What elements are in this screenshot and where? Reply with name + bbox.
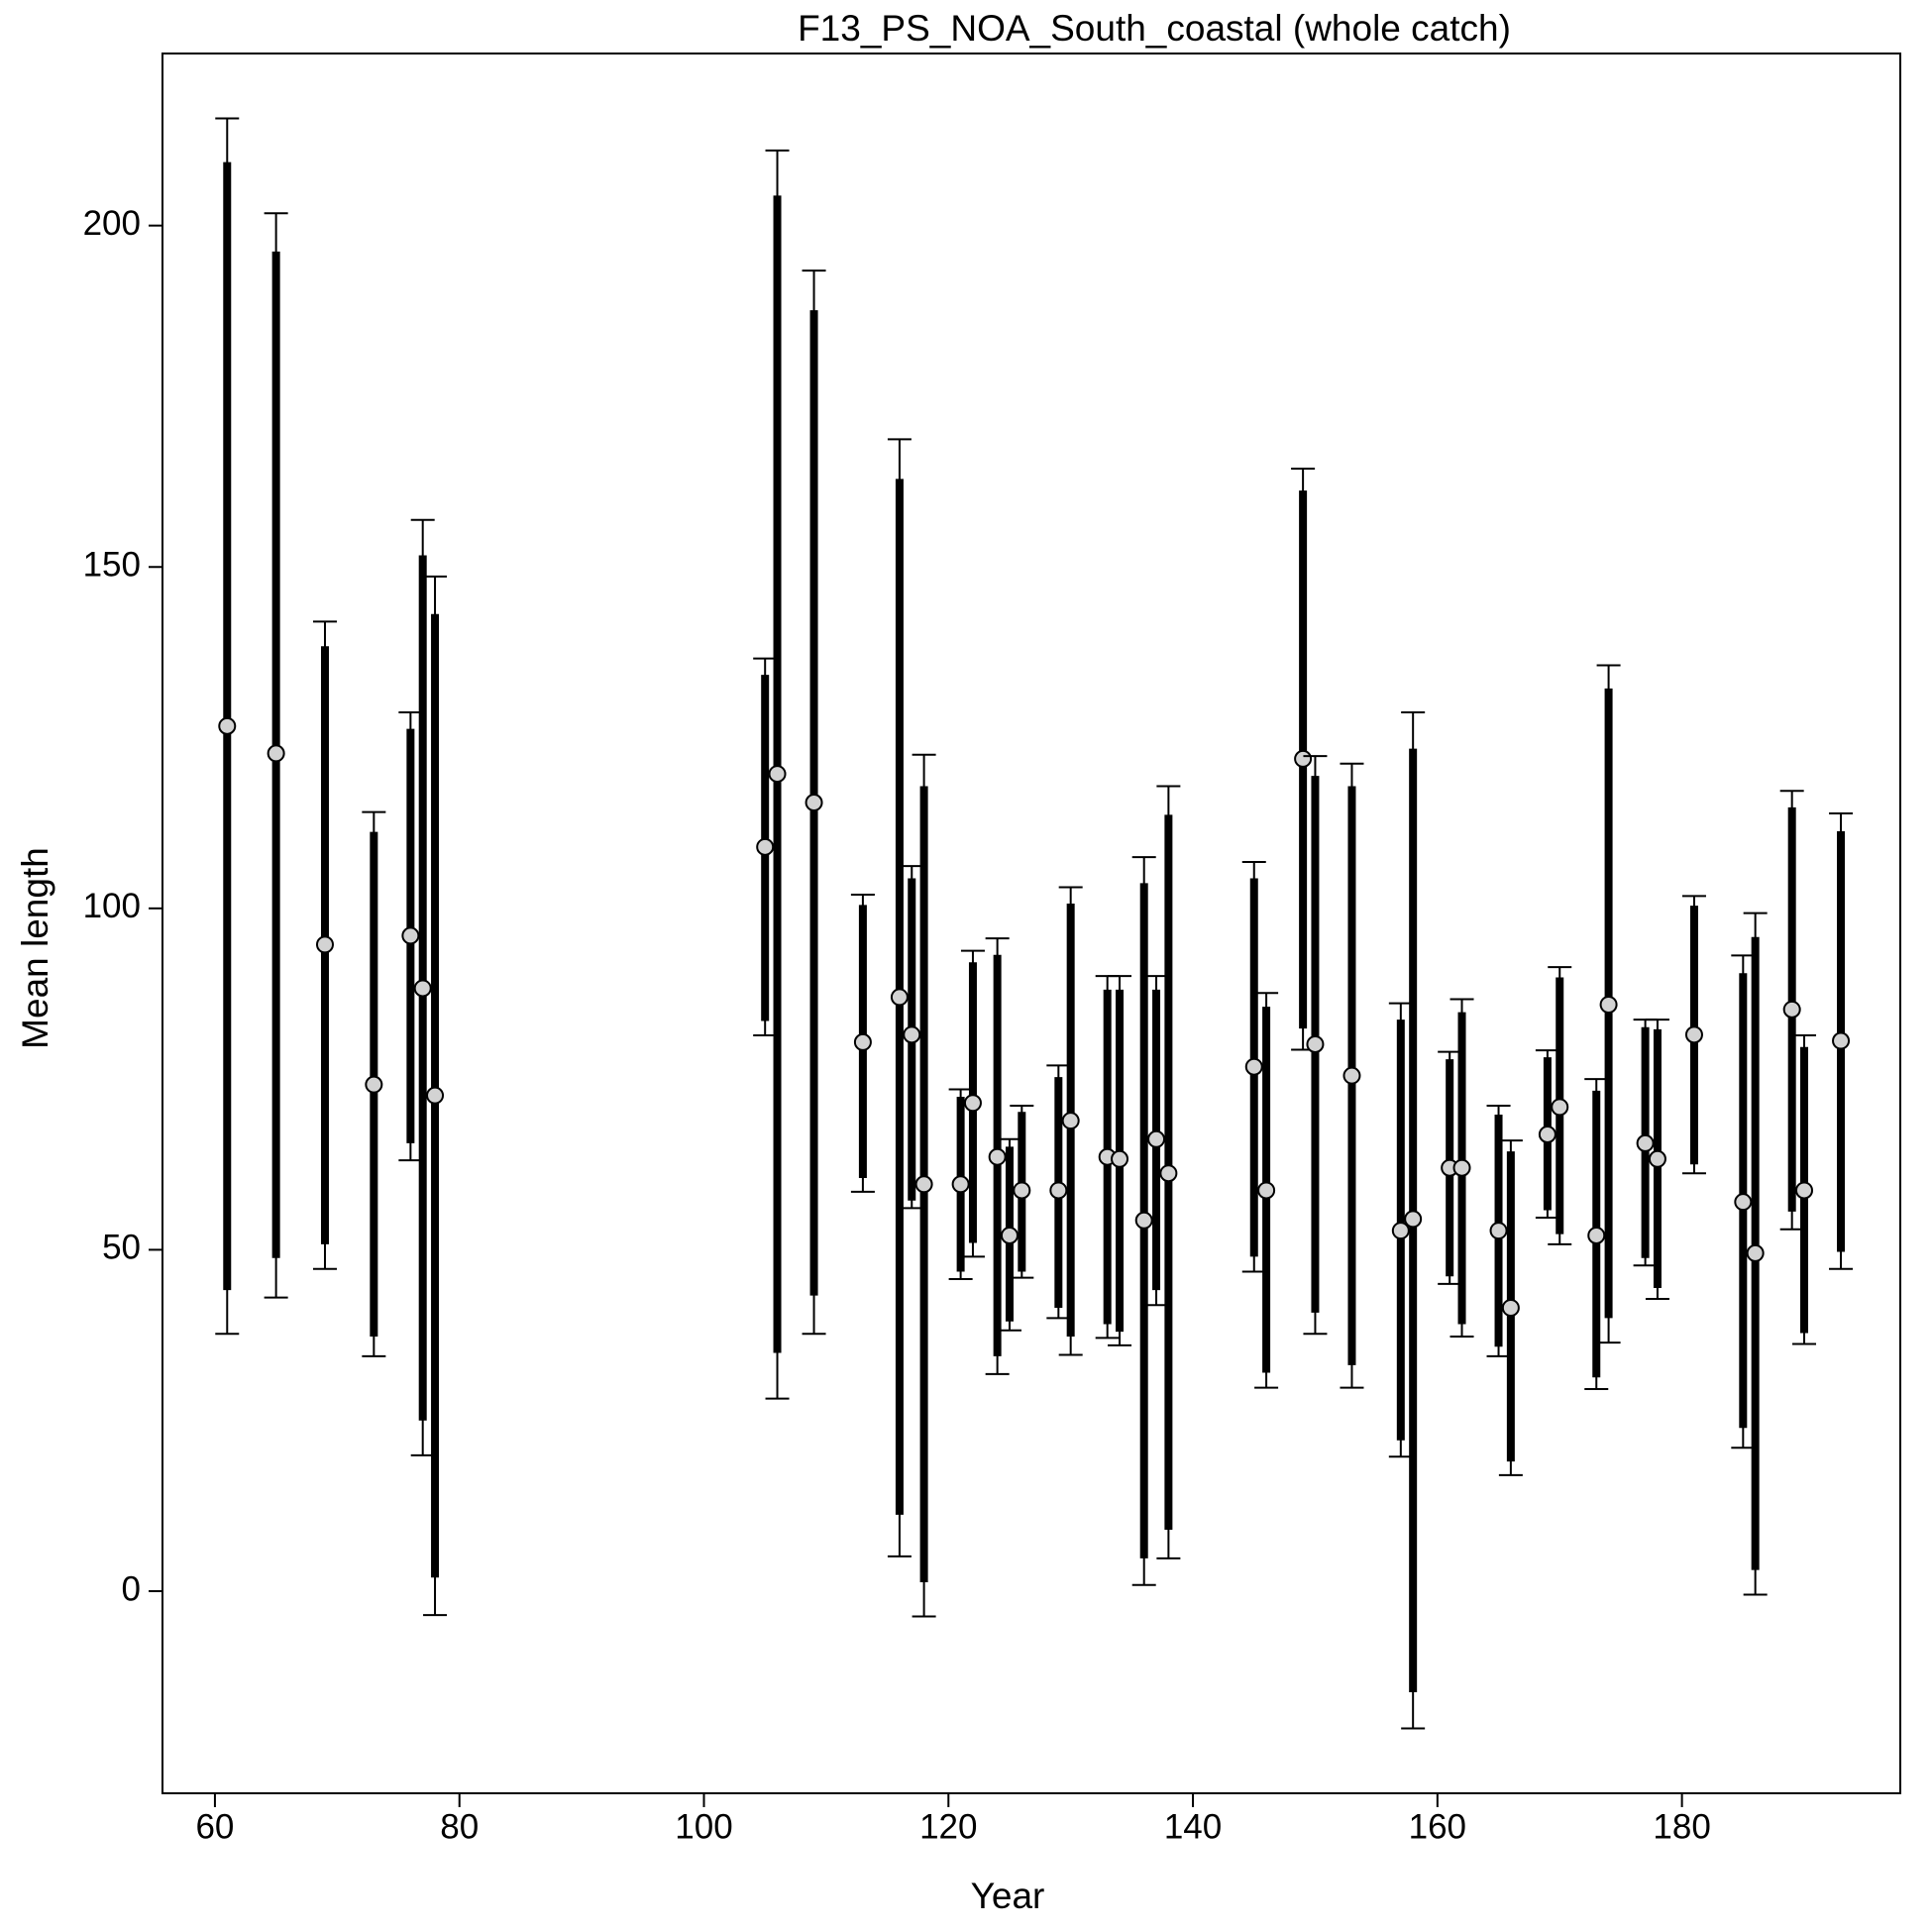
x-tick-label: 120	[919, 1807, 977, 1846]
mean-point	[1257, 1181, 1276, 1200]
mean-point	[1000, 1226, 1019, 1244]
mean-point	[1832, 1031, 1851, 1050]
y-tick-label: 100	[83, 887, 141, 925]
mean-point	[1134, 1211, 1153, 1230]
x-tick-label: 80	[440, 1807, 479, 1846]
mean-point	[1795, 1181, 1814, 1200]
y-axis-label: Mean length	[15, 847, 55, 1049]
mean-point	[988, 1147, 1007, 1166]
mean-point	[768, 765, 787, 784]
mean-point	[1244, 1057, 1263, 1076]
mean-point	[1684, 1025, 1703, 1044]
mean-point	[853, 1032, 872, 1051]
mean-point	[1111, 1149, 1129, 1168]
mean-point	[1734, 1193, 1753, 1212]
y-tick-label: 50	[102, 1229, 141, 1267]
mean-point	[1294, 749, 1313, 768]
mean-point	[1049, 1181, 1068, 1200]
mean-point	[365, 1075, 383, 1094]
mean-point	[1404, 1210, 1423, 1229]
mean-point	[413, 979, 432, 998]
x-tick-label: 60	[195, 1807, 234, 1846]
mean-point	[1013, 1181, 1031, 1200]
mean-point	[756, 837, 775, 856]
x-axis-label: Year	[971, 1876, 1045, 1916]
mean-point	[903, 1025, 921, 1044]
x-tick-label: 180	[1653, 1807, 1710, 1846]
mean-point	[963, 1094, 982, 1113]
mean-point	[1599, 996, 1618, 1015]
mean-point	[1306, 1034, 1325, 1053]
x-tick-label: 140	[1164, 1807, 1222, 1846]
mean-point	[1538, 1125, 1556, 1143]
mean-point	[1551, 1098, 1569, 1117]
mean-point	[1782, 1000, 1801, 1019]
mean-point	[218, 716, 237, 735]
mean-point	[1489, 1222, 1508, 1240]
y-tick-label: 200	[83, 204, 141, 243]
mean-point	[1061, 1112, 1080, 1130]
mean-point	[1648, 1149, 1666, 1168]
x-tick-label: 100	[675, 1807, 732, 1846]
y-tick-label: 0	[122, 1569, 141, 1608]
x-tick-label: 160	[1409, 1807, 1466, 1846]
mean-point	[426, 1086, 445, 1105]
mean-point	[315, 935, 334, 954]
mean-point	[267, 744, 285, 763]
mean-point	[1342, 1066, 1361, 1085]
mean-point	[1452, 1158, 1471, 1177]
plot-frame	[161, 53, 1901, 1794]
mean-point	[951, 1175, 970, 1194]
mean-point	[401, 926, 420, 945]
mean-point	[1636, 1133, 1655, 1152]
y-tick-label: 150	[83, 546, 141, 585]
mean-point	[805, 794, 823, 812]
mean-point	[1159, 1164, 1178, 1183]
mean-point	[1391, 1222, 1410, 1240]
mean-point	[1501, 1299, 1520, 1318]
chart-title: F13_PS_NOA_South_coastal (whole catch)	[798, 8, 1511, 49]
mean-point	[1746, 1243, 1765, 1262]
mean-point	[1147, 1129, 1166, 1148]
mean-point	[1587, 1226, 1606, 1244]
mean-point	[914, 1175, 933, 1194]
mean-point	[890, 988, 909, 1007]
